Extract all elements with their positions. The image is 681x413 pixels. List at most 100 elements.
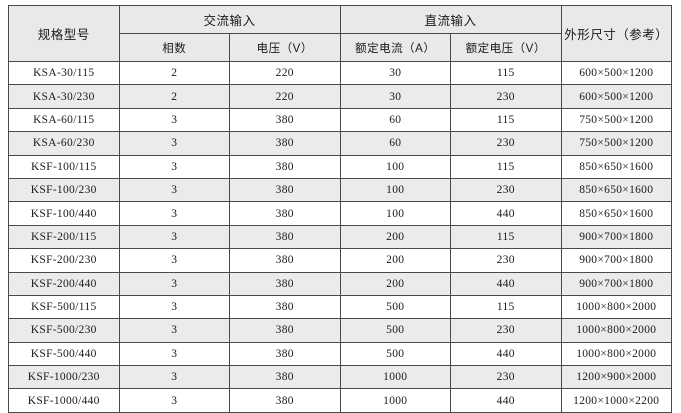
cell-ac-voltage: 380 — [229, 107, 341, 133]
cell-ac-voltage: 380 — [229, 224, 341, 250]
cell-ac-voltage: 220 — [229, 60, 341, 86]
cell-phases: 3 — [118, 131, 230, 156]
header-dimensions: 外形尺寸（参考） — [560, 5, 672, 62]
cell-dc-voltage: 115 — [450, 60, 562, 86]
header-dc-current: 额定电流（A） — [339, 33, 451, 62]
cell-model: KSF-100/230 — [8, 177, 120, 203]
cell-dc-voltage: 440 — [450, 271, 562, 296]
cell-dimensions: 850×650×1600 — [560, 154, 672, 179]
table-row: KSA-30/115 2 220 30 115 600×500×1200 — [8, 60, 672, 86]
cell-dc-current: 1000 — [339, 365, 451, 390]
cell-ac-voltage: 380 — [229, 248, 341, 273]
header-row-top: 规格型号 交流输入 直流输入 外形尺寸（参考） — [8, 5, 672, 62]
cell-dc-current: 200 — [339, 224, 451, 250]
header-group-ac-input: 交流输入 — [118, 5, 341, 34]
cell-dc-voltage: 230 — [450, 131, 562, 156]
table-row: KSF-200/115 3 380 200 115 900×700×1800 — [8, 224, 672, 250]
table-row: KSF-500/230 3 380 500 230 1000×800×2000 — [8, 318, 672, 343]
table-row: KSA-60/115 3 380 60 115 750×500×1200 — [8, 107, 672, 133]
cell-phases: 2 — [118, 84, 230, 109]
cell-dimensions: 750×500×1200 — [560, 131, 672, 156]
cell-dc-voltage: 230 — [450, 177, 562, 203]
header-model: 规格型号 — [8, 5, 120, 62]
cell-phases: 3 — [118, 201, 230, 226]
cell-phases: 3 — [118, 365, 230, 390]
table-row: KSF-200/230 3 380 200 230 900×700×1800 — [8, 248, 672, 273]
cell-dc-current: 500 — [339, 294, 451, 320]
cell-model: KSA-60/115 — [8, 107, 120, 133]
table-row: KSF-1000/230 3 380 1000 230 1200×900×2000 — [8, 365, 672, 390]
cell-dc-current: 100 — [339, 154, 451, 179]
cell-phases: 3 — [118, 107, 230, 133]
cell-phases: 3 — [118, 177, 230, 203]
table-row: KSF-100/230 3 380 100 230 850×650×1600 — [8, 177, 672, 203]
table-row: KSF-200/440 3 380 200 440 900×700×1800 — [8, 271, 672, 296]
cell-dimensions: 900×700×1800 — [560, 224, 672, 250]
cell-ac-voltage: 380 — [229, 131, 341, 156]
table-row: KSF-500/115 3 380 500 115 1000×800×2000 — [8, 294, 672, 320]
cell-dc-voltage: 230 — [450, 248, 562, 273]
cell-dc-current: 200 — [339, 248, 451, 273]
cell-dc-voltage: 440 — [450, 341, 562, 367]
table-row: KSA-60/230 3 380 60 230 750×500×1200 — [8, 131, 672, 156]
specification-table: 规格型号 交流输入 直流输入 外形尺寸（参考） 相数 电压（V） 额定电流（A）… — [8, 5, 672, 413]
cell-phases: 3 — [118, 271, 230, 296]
table-body: KSA-30/115 2 220 30 115 600×500×1200 KSA-30/23… — [8, 60, 672, 413]
cell-ac-voltage: 380 — [229, 154, 341, 179]
header-ac-voltage: 电压（V） — [229, 33, 341, 62]
table-header: 规格型号 交流输入 直流输入 外形尺寸（参考） 相数 电压（V） 额定电流（A）… — [8, 5, 672, 62]
cell-dc-current: 100 — [339, 201, 451, 226]
cell-dc-current: 60 — [339, 131, 451, 156]
cell-dimensions: 600×500×1200 — [560, 60, 672, 86]
cell-dimensions: 1000×800×2000 — [560, 294, 672, 320]
cell-model: KSF-500/440 — [8, 341, 120, 367]
cell-model: KSA-30/230 — [8, 84, 120, 109]
cell-dimensions: 900×700×1800 — [560, 271, 672, 296]
cell-model: KSF-200/115 — [8, 224, 120, 250]
cell-dc-voltage: 115 — [450, 294, 562, 320]
cell-phases: 3 — [118, 248, 230, 273]
cell-model: KSF-500/115 — [8, 294, 120, 320]
cell-phases: 3 — [118, 318, 230, 343]
cell-dc-voltage: 230 — [450, 84, 562, 109]
cell-ac-voltage: 380 — [229, 177, 341, 203]
cell-dimensions: 1000×800×2000 — [560, 318, 672, 343]
cell-dimensions: 900×700×1800 — [560, 248, 672, 273]
header-dc-voltage: 额定电压（V） — [450, 33, 562, 62]
cell-dimensions: 1000×800×2000 — [560, 341, 672, 367]
cell-dc-current: 30 — [339, 84, 451, 109]
cell-dimensions: 750×500×1200 — [560, 107, 672, 133]
header-row-sub: 相数 电压（V） 额定电流（A） 额定电压（V） — [9, 33, 672, 62]
specification-table-container: 规格型号 交流输入 直流输入 外形尺寸（参考） 相数 电压（V） 额定电流（A）… — [8, 5, 672, 413]
cell-ac-voltage: 380 — [229, 341, 341, 367]
table-row: KSA-30/230 2 220 30 230 600×500×1200 — [8, 84, 672, 109]
cell-ac-voltage: 220 — [229, 84, 341, 109]
table-row: KSF-100/115 3 380 100 115 850×650×1600 — [8, 154, 672, 179]
header-ac-phases: 相数 — [118, 33, 230, 62]
cell-model: KSA-60/230 — [8, 131, 120, 156]
cell-ac-voltage: 380 — [229, 318, 341, 343]
table-row: KSF-500/440 3 380 500 440 1000×800×2000 — [8, 341, 672, 367]
cell-ac-voltage: 380 — [229, 294, 341, 320]
cell-dimensions: 1200×900×2000 — [560, 365, 672, 390]
cell-dimensions: 850×650×1600 — [560, 201, 672, 226]
cell-dc-voltage: 115 — [450, 224, 562, 250]
cell-dc-current: 60 — [339, 107, 451, 133]
cell-model: KSF-100/115 — [8, 154, 120, 179]
cell-dc-voltage: 115 — [450, 154, 562, 179]
cell-phases: 3 — [118, 294, 230, 320]
cell-dc-voltage: 230 — [450, 318, 562, 343]
cell-dimensions: 850×650×1600 — [560, 177, 672, 203]
cell-phases: 3 — [118, 154, 230, 179]
header-group-dc-input: 直流输入 — [339, 5, 562, 34]
cell-dc-current: 500 — [339, 318, 451, 343]
cell-phases: 3 — [118, 341, 230, 367]
cell-dimensions: 600×500×1200 — [560, 84, 672, 109]
cell-dc-current: 30 — [339, 60, 451, 86]
cell-ac-voltage: 380 — [229, 365, 341, 390]
cell-model: KSF-100/440 — [8, 201, 120, 226]
cell-model: KSF-500/230 — [8, 318, 120, 343]
cell-phases: 2 — [118, 60, 230, 86]
cell-ac-voltage: 380 — [229, 271, 341, 296]
cell-model: KSF-200/440 — [8, 271, 120, 296]
